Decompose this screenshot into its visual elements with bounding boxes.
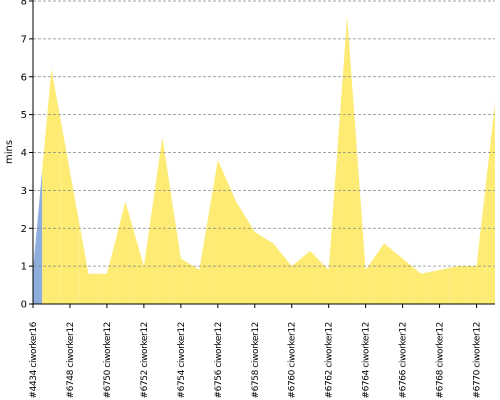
area-segment bbox=[153, 137, 172, 304]
area-segment bbox=[485, 103, 495, 304]
x-tick-label: #6750 ciworker12 bbox=[103, 322, 113, 399]
area-segment bbox=[430, 268, 449, 304]
area-segment bbox=[467, 184, 486, 304]
area-segment bbox=[245, 216, 264, 304]
area-segment bbox=[208, 160, 228, 304]
area-segment bbox=[300, 250, 320, 304]
area-segment bbox=[282, 254, 301, 304]
x-tick-label: #6766 ciworker12 bbox=[399, 322, 409, 399]
y-tick-label: 3 bbox=[21, 186, 27, 197]
area-segment bbox=[79, 222, 98, 304]
area-segment bbox=[319, 143, 338, 304]
y-tick-label: 8 bbox=[21, 0, 27, 8]
x-tick-label: #6756 ciworker12 bbox=[214, 322, 224, 399]
y-tick-label: 7 bbox=[21, 34, 27, 45]
y-tick-label: 2 bbox=[21, 224, 27, 235]
x-tick-label: #6770 ciworker12 bbox=[473, 322, 483, 399]
y-tick-label: 1 bbox=[21, 262, 27, 273]
area-segment bbox=[190, 214, 209, 304]
x-tick-label: #6768 ciworker12 bbox=[436, 322, 446, 399]
area-segment bbox=[411, 266, 431, 304]
y-tick-label: 6 bbox=[21, 72, 27, 83]
area-segment bbox=[116, 201, 135, 304]
y-tick-label: 5 bbox=[21, 110, 27, 121]
area-segment bbox=[393, 250, 412, 304]
area-segment bbox=[356, 143, 375, 304]
x-tick-label: #6752 ciworker12 bbox=[140, 322, 150, 399]
x-tick-label: #6758 ciworker12 bbox=[251, 322, 261, 399]
area-segment bbox=[448, 266, 468, 304]
y-axis-label: mins bbox=[4, 140, 15, 164]
x-tick-label: #6760 ciworker12 bbox=[288, 322, 298, 399]
area-segment bbox=[337, 16, 357, 305]
y-tick-label: 4 bbox=[21, 148, 27, 159]
x-tick-label: #4434 ciworker16 bbox=[29, 321, 39, 398]
area-segment bbox=[60, 120, 80, 305]
y-tick-label: 0 bbox=[21, 300, 27, 311]
area-segment bbox=[97, 237, 117, 304]
area-segment bbox=[264, 237, 283, 304]
area-segment bbox=[42, 69, 61, 304]
x-tick-label: #6748 ciworker12 bbox=[66, 322, 76, 399]
area-segment bbox=[171, 197, 191, 304]
x-tick-label: #6762 ciworker12 bbox=[325, 322, 335, 399]
area-segment bbox=[227, 180, 246, 304]
x-tick-label: #6764 ciworker12 bbox=[362, 322, 372, 399]
area-segment bbox=[374, 243, 394, 304]
x-tick-label: #6754 ciworker12 bbox=[177, 322, 187, 399]
area-segment bbox=[33, 169, 43, 304]
area-segment bbox=[134, 201, 154, 304]
